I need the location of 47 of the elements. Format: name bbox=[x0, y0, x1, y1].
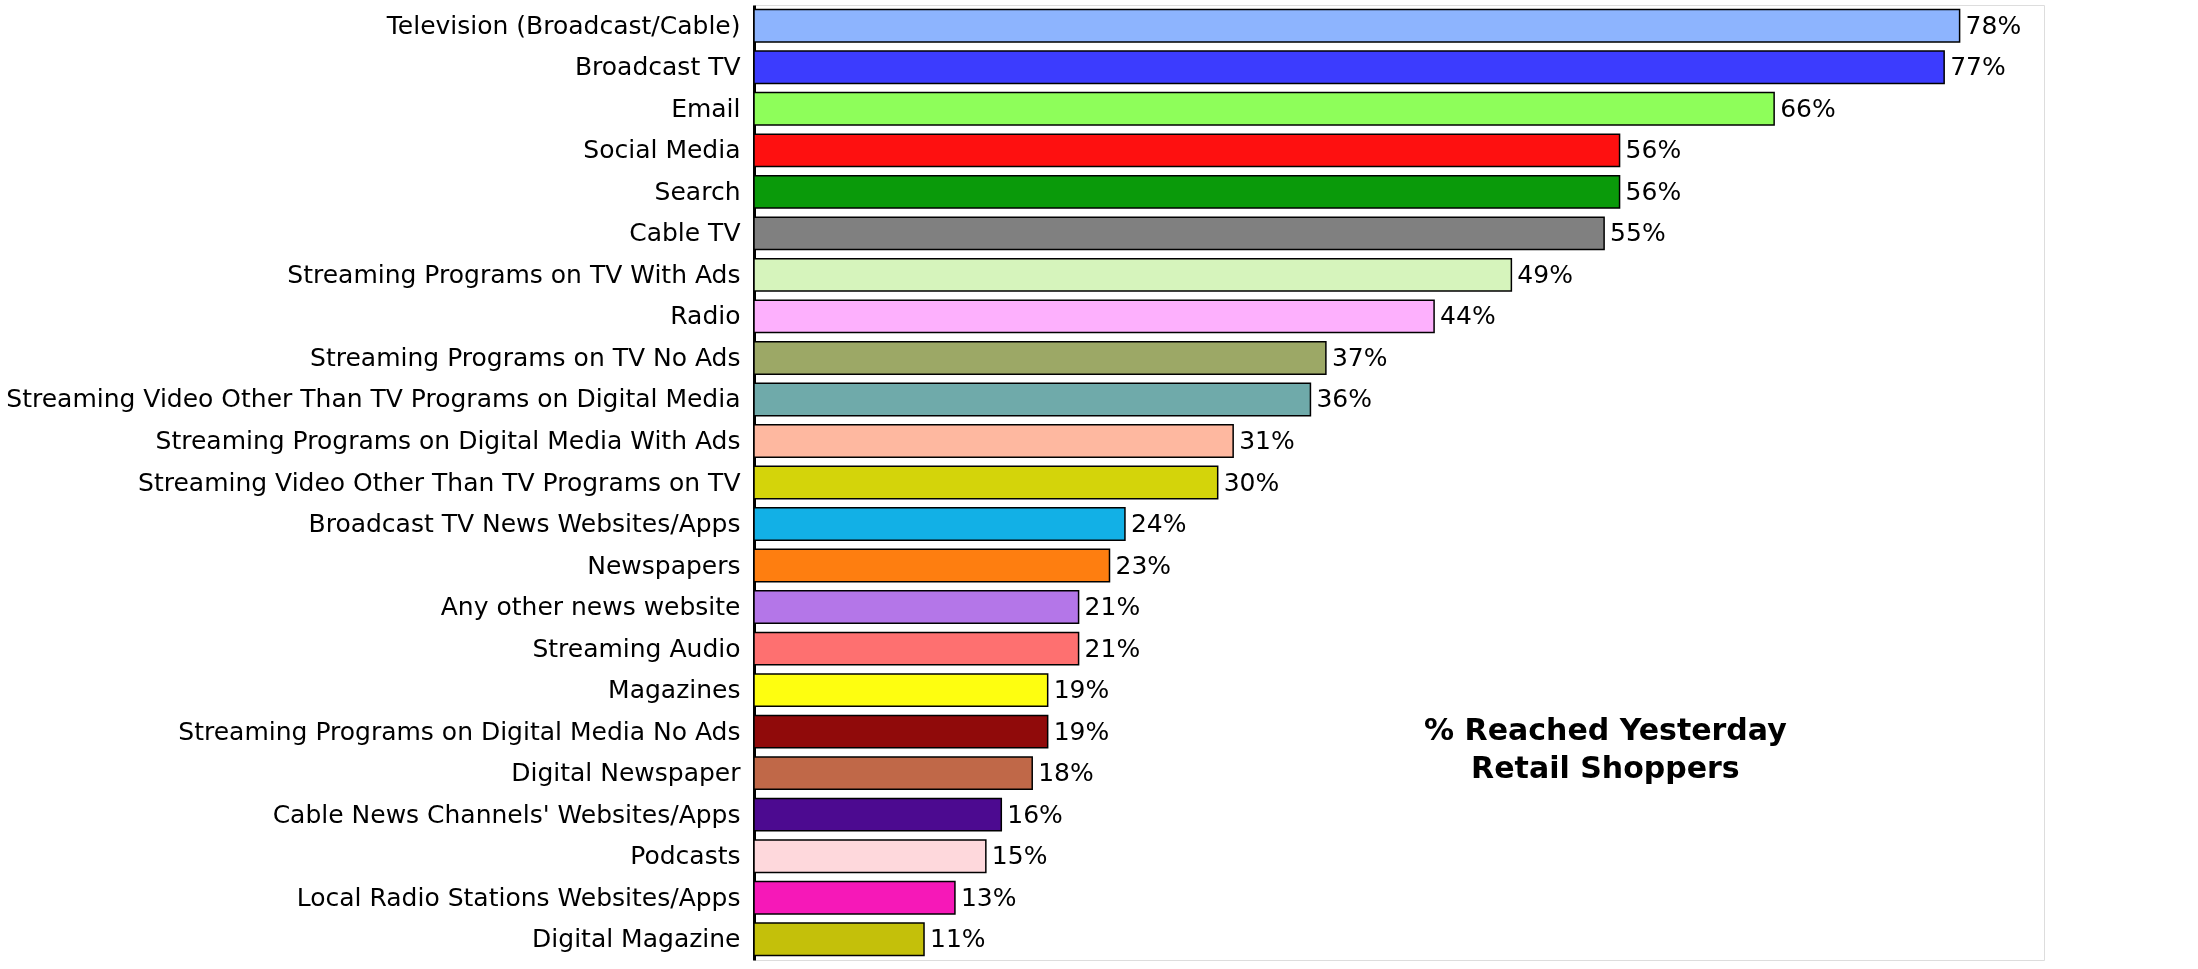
y-tick-label: Streaming Video Other Than TV Programs on TV bbox=[138, 467, 741, 497]
y-tick-label: Cable TV bbox=[629, 218, 741, 248]
data-label: 56% bbox=[1625, 135, 1682, 165]
y-tick-label: Streaming Programs on TV No Ads bbox=[310, 342, 741, 372]
y-tick-label: Any other news website bbox=[440, 592, 741, 622]
y-tick-label: Newspapers bbox=[587, 550, 741, 580]
data-label: 30% bbox=[1223, 467, 1280, 497]
data-label: 19% bbox=[1053, 716, 1110, 746]
text: % Reached Yesterday Retail Shoppers bbox=[1424, 711, 1788, 785]
y-tick-label: Broadcast TV News Websites/Apps bbox=[308, 509, 741, 539]
data-label: 77% bbox=[1950, 52, 2006, 82]
y-tick-label: Streaming Video Other Than TV Programs on Digital Media bbox=[6, 384, 741, 414]
data-label: 11% bbox=[930, 924, 986, 954]
data-label: 16% bbox=[1007, 799, 1063, 829]
y-tick-label: Streaming Programs on TV With Ads bbox=[287, 259, 741, 289]
y-tick-label: Television (Broadcast/Cable) bbox=[385, 10, 741, 40]
y-tick-label: Podcasts bbox=[630, 841, 741, 871]
data-label: 21% bbox=[1084, 633, 1141, 663]
data-label: 44% bbox=[1440, 301, 1496, 331]
y-tick-label: Broadcast TV bbox=[574, 52, 741, 82]
y-tick-label: Digital Magazine bbox=[532, 924, 741, 954]
y-tick-label: Streaming Programs on Digital Media No Ads bbox=[178, 716, 741, 746]
data-label: 18% bbox=[1038, 758, 1094, 788]
data-label: 13% bbox=[960, 882, 1017, 912]
y-tick-label: Streaming Audio bbox=[532, 633, 741, 663]
data-label: 78% bbox=[1965, 10, 2022, 40]
y-tick-label: Radio bbox=[670, 301, 741, 331]
y-tick-label: Local Radio Stations Websites/Apps bbox=[296, 882, 741, 912]
data-label: 36% bbox=[1316, 384, 1373, 414]
y-tick-label: Email bbox=[671, 93, 741, 123]
data-label: 15% bbox=[991, 841, 1048, 871]
y-tick-label: Streaming Programs on Digital Media With Ads bbox=[155, 425, 741, 455]
data-label: 24% bbox=[1130, 509, 1187, 539]
data-label: 19% bbox=[1053, 675, 1110, 705]
data-label: 23% bbox=[1115, 550, 1172, 580]
y-tick-label: Search bbox=[654, 176, 741, 206]
y-tick-label: Digital Newspaper bbox=[511, 758, 742, 788]
y-tick-label: Magazines bbox=[608, 675, 741, 705]
data-label: 49% bbox=[1517, 259, 1573, 289]
data-label: 56% bbox=[1625, 176, 1682, 206]
data-label: 37% bbox=[1331, 342, 1388, 372]
y-tick-label: Social Media bbox=[583, 135, 741, 165]
data-label: 55% bbox=[1610, 218, 1666, 248]
y-tick-label: Cable News Channels' Websites/Apps bbox=[272, 799, 741, 829]
data-label: 31% bbox=[1239, 425, 1295, 455]
data-label: 21% bbox=[1084, 592, 1141, 622]
data-label: 66% bbox=[1780, 93, 1836, 123]
